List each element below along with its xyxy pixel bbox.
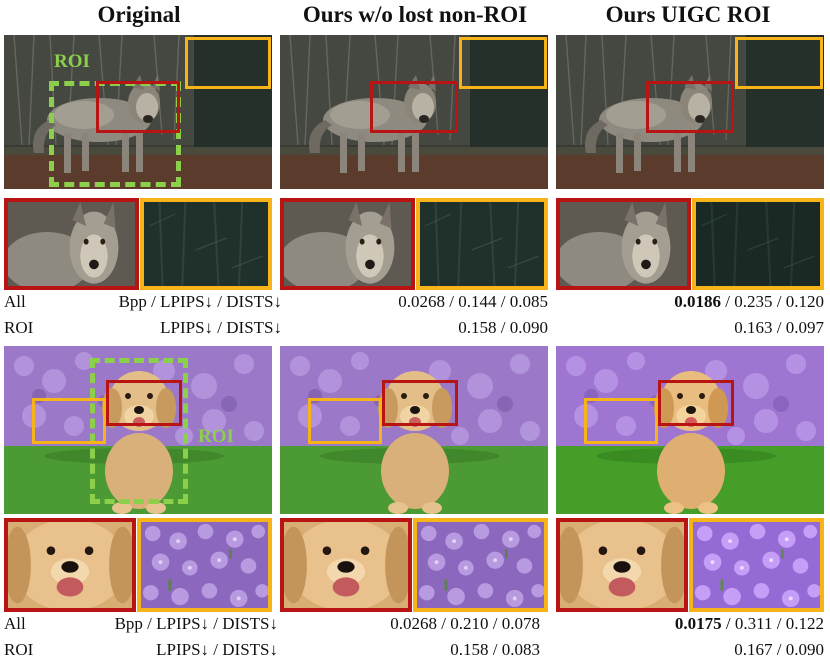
coyote-ours-wo-lost-head-crop: [280, 198, 415, 290]
zoom-region-red: [646, 81, 734, 133]
puppy-ours-wo-lost-image: [280, 346, 548, 514]
ours-uigc-all-rest: / 0.311 / 0.122: [721, 614, 824, 633]
row-label-all: All: [4, 292, 26, 311]
coyote-ours-uigc-background-crop: [692, 198, 824, 290]
puppy-ours-uigc-flowers-crop: [689, 518, 824, 612]
column-header-ours-uigc: Ours UIGC ROI: [605, 2, 771, 27]
puppy-ours-wo-lost-face-crop: [280, 518, 412, 612]
puppy-ours-wo-lost-flowers-crop: [413, 518, 548, 612]
coyote-ours-uigc-image: [556, 35, 824, 189]
column-header-original: Original: [97, 2, 181, 27]
column-header-ours-wo-lost: Ours w/o lost non-ROI: [302, 2, 528, 27]
zoom-region-red: [382, 380, 458, 426]
ours-wo-lost-roi-metrics: 0.158 / 0.090: [458, 318, 548, 337]
roi-box: [90, 358, 188, 504]
metric-label-roi: LPIPS↓ / DISTS↓: [156, 640, 278, 659]
coyote-original-image: ROI: [4, 35, 272, 189]
roi-label: ROI: [54, 51, 90, 72]
ours-uigc-roi-metrics: 0.167 / 0.090: [734, 640, 824, 659]
ours-wo-lost-roi-metrics: 0.158 / 0.083: [450, 640, 540, 659]
zoom-region-orange: [584, 398, 658, 444]
zoom-region-red: [96, 81, 180, 133]
coyote-original-background-crop: [140, 198, 272, 290]
ours-uigc-bpp: 0.0186: [674, 292, 722, 311]
ours-wo-lost-all-metrics: 0.0268 / 0.210 / 0.078: [390, 614, 540, 633]
ours-uigc-all-metrics: 0.0175 / 0.311 / 0.122: [675, 614, 824, 634]
puppy-original-face-crop: [4, 518, 136, 612]
puppy-original-flowers-crop: [137, 518, 272, 612]
zoom-region-red: [658, 380, 734, 426]
coyote-original-head-crop: [4, 198, 139, 290]
zoom-region-orange: [32, 398, 106, 444]
coyote-ours-uigc-head-crop: [556, 198, 691, 290]
ours-uigc-roi-metrics: 0.163 / 0.097: [734, 318, 824, 337]
zoom-region-orange: [735, 37, 823, 89]
zoom-region-red: [106, 380, 182, 426]
puppy-original-image: ROI: [4, 346, 272, 514]
zoom-region-orange: [459, 37, 547, 89]
puppy-ours-uigc-face-crop: [556, 518, 688, 612]
zoom-region-orange: [185, 37, 271, 89]
coyote-ours-wo-lost-image: [280, 35, 548, 189]
row-label-all: All: [4, 614, 26, 633]
row-label-roi: ROI: [4, 640, 34, 659]
roi-label: ROI: [198, 426, 234, 447]
metric-label-all: Bpp / LPIPS↓ / DISTS↓: [118, 292, 282, 311]
ours-uigc-all-metrics: 0.0186 / 0.235 / 0.120: [674, 292, 824, 312]
ours-uigc-all-rest: / 0.235 / 0.120: [721, 292, 824, 311]
metric-label-roi: LPIPS↓ / DISTS↓: [160, 318, 282, 337]
zoom-region-red: [370, 81, 458, 133]
row-label-roi: ROI: [4, 318, 34, 337]
puppy-ours-uigc-image: [556, 346, 824, 514]
ours-wo-lost-all-metrics: 0.0268 / 0.144 / 0.085: [398, 292, 548, 311]
zoom-region-orange: [308, 398, 382, 444]
metric-label-all: Bpp / LPIPS↓ / DISTS↓: [114, 614, 278, 633]
coyote-ours-wo-lost-background-crop: [416, 198, 548, 290]
ours-uigc-bpp: 0.0175: [674, 614, 722, 633]
